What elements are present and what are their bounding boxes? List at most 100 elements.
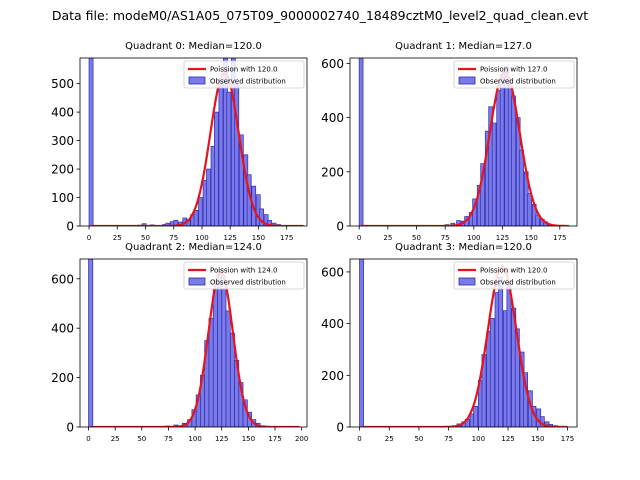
x-tick-label: 175 <box>268 435 281 443</box>
y-tick-label: 0 <box>66 220 74 234</box>
legend-box <box>453 60 575 89</box>
x-tick-label: 150 <box>531 435 544 443</box>
legend-line-label: Poission with 120.0 <box>480 267 548 275</box>
histogram-bar <box>198 197 203 226</box>
legend-bar-swatch <box>188 76 206 85</box>
histogram-bar <box>527 193 532 226</box>
x-tick-label: 0 <box>86 435 90 443</box>
x-tick-label: 0 <box>87 234 91 242</box>
x-tick-label: 125 <box>496 234 509 242</box>
histogram-bar <box>523 372 529 427</box>
x-tick-label: 100 <box>467 234 480 242</box>
legend-bar-label: Observed distribution <box>480 279 556 287</box>
x-tick-label: 150 <box>524 234 537 242</box>
legend-bar-swatch <box>458 277 476 286</box>
x-tick-label: 150 <box>242 435 255 443</box>
poisson-curve <box>91 71 304 226</box>
y-tick-label: 200 <box>51 371 74 385</box>
histogram-bar <box>238 134 244 226</box>
legend-bar-label: Observed distribution <box>210 279 286 287</box>
y-tick-label: 0 <box>66 421 74 435</box>
x-tick-label: 25 <box>385 435 394 443</box>
histogram-bar <box>221 288 227 427</box>
poisson-curve <box>361 70 569 226</box>
x-tick-label: 50 <box>412 234 421 242</box>
x-tick-label: 125 <box>501 435 514 443</box>
x-tick-label: 50 <box>414 435 423 443</box>
figure-title: Data file: modeM0/AS1A05_075T09_90000027… <box>52 8 588 23</box>
panel-title: Quadrant 1: Median=127.0 <box>395 41 532 52</box>
chart-panel-1: 0 25 50 75 100 125 150 175 0 200 400 600 Quadrant 1:… <box>321 41 578 242</box>
x-tick-label: 50 <box>137 435 146 443</box>
poisson-curve <box>361 265 568 427</box>
x-tick-label: 25 <box>113 234 122 242</box>
legend-box <box>453 261 575 290</box>
y-tick-label: 600 <box>321 57 344 71</box>
x-tick-label: 75 <box>169 234 178 242</box>
legend: Poission with 127.0 Observed distribution <box>453 60 575 89</box>
legend-bar-swatch <box>188 277 206 286</box>
chart-panel-0: 0 25 50 75 100 125 150 175 0 100 200 300 400 500 Quadr… <box>51 41 308 242</box>
legend: Poission with 120.0 Observed distribution <box>453 261 575 290</box>
y-tick-label: 400 <box>321 317 344 331</box>
x-tick-label: 175 <box>280 234 293 242</box>
legend-box <box>183 261 305 290</box>
histogram-bar <box>193 209 199 226</box>
legend: Poission with 124.0 Observed distribution <box>183 261 305 290</box>
y-tick-label: 400 <box>321 111 344 125</box>
x-tick-label: 0 <box>357 435 361 443</box>
histogram-bar <box>489 318 495 427</box>
y-tick-label: 0 <box>336 421 344 435</box>
x-tick-label: 0 <box>357 234 361 242</box>
panel-title: Quadrant 3: Median=120.0 <box>395 242 532 253</box>
x-tick-label: 175 <box>561 435 574 443</box>
x-tick-label: 50 <box>141 234 150 242</box>
histogram-bar <box>217 268 223 427</box>
histogram-bar <box>519 149 524 226</box>
legend-bar-swatch <box>458 76 476 85</box>
histogram-bar <box>206 168 211 226</box>
histogram-bar <box>218 80 224 226</box>
histogram-bar <box>88 58 94 226</box>
y-tick-label: 200 <box>321 165 344 179</box>
y-tick-label: 100 <box>51 191 74 205</box>
poisson-curve <box>90 270 300 427</box>
histogram-bar <box>359 259 365 427</box>
x-tick-label: 125 <box>215 435 228 443</box>
histogram-bar <box>473 405 479 427</box>
y-tick-label: 300 <box>51 134 74 148</box>
legend-line-label: Poission with 127.0 <box>480 66 548 74</box>
legend-line-label: Poission with 120.0 <box>210 66 278 74</box>
panel-title: Quadrant 2: Median=124.0 <box>125 242 262 253</box>
histogram-bar <box>499 73 505 226</box>
histogram-bar <box>491 122 497 226</box>
legend: Poission with 120.0 Observed distribution <box>183 60 305 89</box>
y-tick-label: 400 <box>51 322 74 336</box>
x-tick-label: 75 <box>441 234 450 242</box>
legend-bar-label: Observed distribution <box>210 78 286 86</box>
histogram-bar <box>214 111 219 226</box>
panel-title: Quadrant 0: Median=120.0 <box>125 41 262 52</box>
axes-frame <box>349 57 578 227</box>
y-tick-label: 200 <box>51 163 74 177</box>
histogram-bar <box>225 310 231 427</box>
x-tick-label: 150 <box>252 234 265 242</box>
x-tick-label: 175 <box>553 234 566 242</box>
histogram-bar <box>208 317 214 427</box>
x-tick-label: 100 <box>472 435 485 443</box>
legend-box <box>183 60 305 89</box>
legend-bar-label: Observed distribution <box>480 78 556 86</box>
y-tick-label: 600 <box>51 272 74 286</box>
chart-panel-2: 0 25 50 75 100 125 150 175 200 0 200 400 600 Quadrant… <box>51 242 308 443</box>
plot-area <box>88 259 300 427</box>
plot-area <box>358 58 569 226</box>
histogram-bar <box>498 276 504 427</box>
x-tick-label: 75 <box>164 435 173 443</box>
histogram-bar <box>358 58 364 226</box>
axes-frame <box>79 57 308 227</box>
y-tick-label: 200 <box>321 369 344 383</box>
histogram-bar <box>506 281 512 427</box>
x-tick-label: 75 <box>444 435 453 443</box>
plot-area <box>359 259 568 427</box>
